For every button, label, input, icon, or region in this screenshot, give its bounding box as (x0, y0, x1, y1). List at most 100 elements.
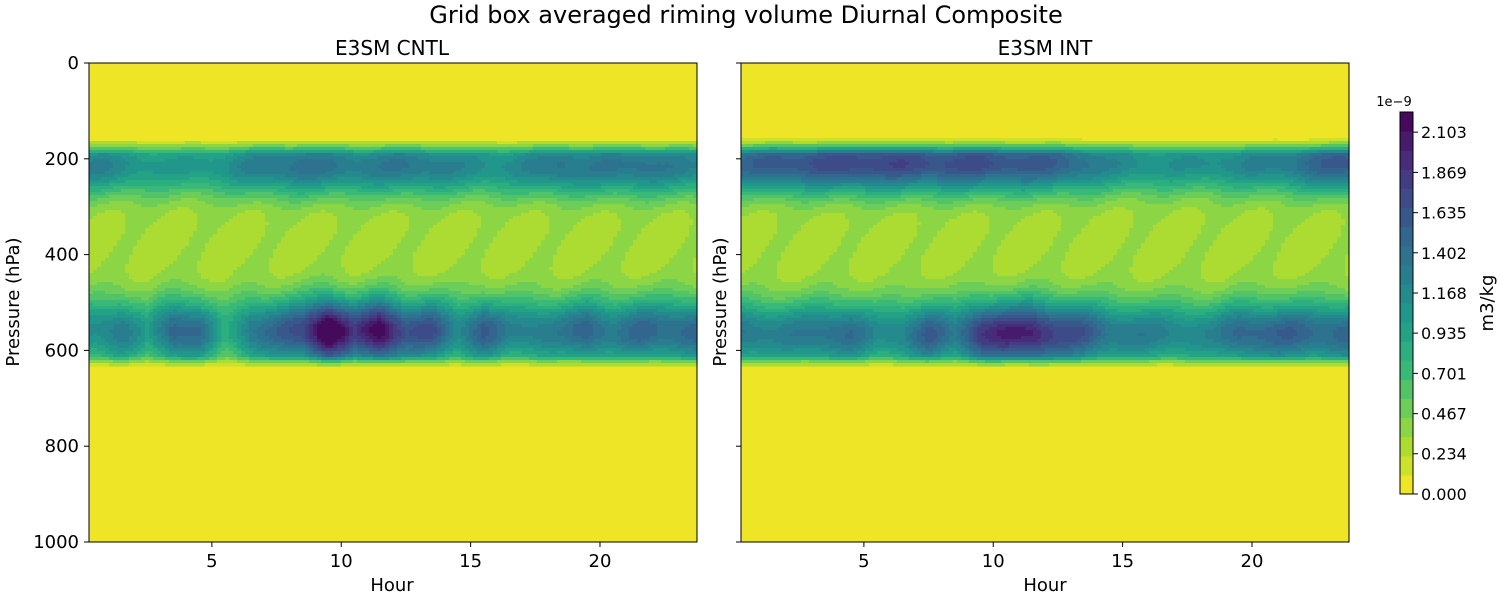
contour-cell (181, 288, 186, 292)
contour-cell (173, 252, 178, 256)
contour-cell (113, 297, 118, 301)
contour-cell (129, 318, 134, 322)
contour-cell (149, 210, 154, 214)
contour-cell (121, 297, 126, 301)
contour-cell (201, 294, 206, 298)
contour-cell (153, 291, 158, 295)
contour-cell (169, 153, 174, 157)
contour-cell (217, 330, 222, 334)
contour-cell (229, 267, 234, 271)
contour-cell (281, 336, 286, 340)
contour-cell (217, 285, 222, 289)
contour-cell (201, 279, 206, 283)
contour-cell (281, 219, 286, 223)
contour-cell (245, 177, 250, 181)
contour-cell (165, 273, 170, 277)
contour-cell (157, 207, 162, 211)
contour-cell (213, 315, 218, 319)
contour-cell (201, 177, 206, 181)
contour-cell (273, 267, 278, 271)
contour-cell (93, 174, 98, 178)
contour-cell (97, 333, 102, 337)
contour-cell (157, 288, 162, 292)
contour-cell (265, 243, 270, 247)
contour-cell (273, 192, 278, 196)
contour-cell (145, 267, 150, 271)
contour-cell (205, 207, 210, 211)
contour-cell (105, 210, 110, 214)
contour-cell (109, 213, 114, 217)
contour-cell (157, 180, 162, 184)
contour-cell (105, 180, 110, 184)
contour-cell (241, 270, 246, 274)
contour-cell (125, 285, 130, 289)
contour-cell (181, 183, 186, 187)
contour-cell (105, 195, 110, 199)
contour-cell (169, 210, 174, 214)
contour-cell (133, 183, 138, 187)
contour-cell (133, 186, 138, 190)
contour-cell (149, 255, 154, 259)
contour-cell (281, 264, 286, 268)
contour-cell (249, 270, 254, 274)
contour-cell (257, 150, 262, 154)
contour-cell (117, 249, 122, 253)
contour-cell (137, 141, 142, 145)
contour-cell (113, 267, 118, 271)
contour-cell (153, 264, 158, 268)
contour-cell (105, 261, 110, 265)
contour-cell (173, 213, 178, 217)
contour-cell (261, 189, 266, 193)
contour-cell (129, 156, 134, 160)
contour-cell (129, 216, 134, 220)
contour-cell (185, 360, 190, 364)
contour-cell (229, 273, 234, 277)
contour-cell (153, 174, 158, 178)
contour-cell (109, 285, 114, 289)
contour-cell (145, 198, 150, 202)
contour-cell (157, 300, 162, 304)
contour-cell (249, 237, 254, 241)
contour-cell (117, 348, 122, 352)
contour-cell (273, 318, 278, 322)
contour-cell (165, 351, 170, 355)
contour-cell (209, 216, 214, 220)
contour-cell (165, 237, 170, 241)
contour-cell (97, 327, 102, 331)
contour-cell (137, 153, 142, 157)
contour-cell (105, 168, 110, 172)
contour-cell (129, 255, 134, 259)
contour-cell (189, 318, 194, 322)
contour-cell (173, 333, 178, 337)
contour-cell (121, 276, 126, 280)
contour-cell (189, 363, 194, 367)
contour-cell (277, 201, 282, 205)
contour-cell (193, 303, 198, 307)
contour-cell (193, 291, 198, 295)
contour-cell (125, 339, 130, 343)
contour-cell (129, 288, 134, 292)
contour-cell (277, 231, 282, 235)
contour-cell (201, 360, 206, 364)
contour-cell (189, 354, 194, 358)
contour-cell (185, 321, 190, 325)
contour-cell (233, 192, 238, 196)
contour-cell (253, 159, 258, 163)
contour-cell (117, 357, 122, 361)
panel-cntl-title: E3SM CNTL (335, 36, 450, 60)
contour-cell (97, 174, 102, 178)
contour-cell (97, 324, 102, 328)
contour-cell (105, 201, 110, 205)
contour-cell (153, 150, 158, 154)
contour-cell (185, 192, 190, 196)
contour-cell (213, 252, 218, 256)
contour-cell (105, 336, 110, 340)
contour-cell (197, 234, 202, 238)
contour-cell (241, 162, 246, 166)
contour-cell (241, 177, 246, 181)
contour-cell (201, 291, 206, 295)
contour-cell (145, 330, 150, 334)
contour-cell (125, 195, 130, 199)
contour-cell (201, 213, 206, 217)
contour-cell (181, 174, 186, 178)
